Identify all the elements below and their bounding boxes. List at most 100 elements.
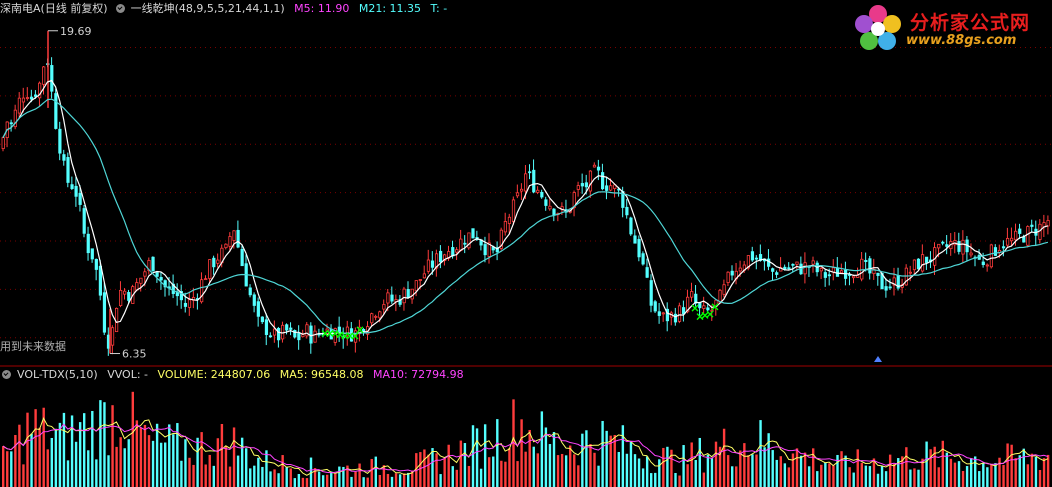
signal-cross-icon [326,330,334,338]
volume-bar [1014,458,1017,487]
signal-cross-icon [321,330,329,338]
candle-body [386,292,390,304]
volume-bar [937,467,940,487]
volume-bar [832,465,835,487]
volume-bar [196,437,199,487]
volume-bar [897,458,900,487]
candle [151,256,155,272]
t-value: T: - [430,2,448,15]
volume-bar [609,435,612,487]
candle-body [438,250,443,263]
candle-body [34,94,38,97]
candle-body [507,216,512,224]
volume-bar [58,422,62,487]
volume-bar [374,456,377,487]
candle-body [370,313,374,324]
candle [212,255,216,275]
volume-bar [95,459,98,487]
volume-bar [135,420,139,487]
candle-body [58,128,62,154]
candle-body [426,259,431,272]
volume-bar [269,471,272,487]
volume-bar [463,443,467,487]
candle-body [1030,224,1034,227]
m5-value: M5: 11.90 [294,2,350,15]
candle [690,282,694,302]
candle-body [945,244,949,247]
signal-cross-icon [341,332,349,340]
candle-body [495,247,499,253]
candle [726,271,730,287]
candle-body [795,261,799,265]
candlesticks[interactable] [1,30,1050,356]
candle-body [552,208,556,216]
volume-bar [66,460,70,487]
candle [734,262,738,285]
candle [42,66,46,95]
candle-body [179,291,183,301]
candle-body [746,255,751,269]
candle [123,288,127,300]
volume-bar [585,430,588,487]
candle-body [722,284,726,295]
volume-bar [370,458,373,487]
indicator-toggle-icon[interactable] [115,4,125,13]
candle-body [236,229,240,248]
volume-bar [718,446,722,487]
candle-body [625,206,629,216]
candle-body [62,154,66,161]
volume-bar [710,458,714,487]
candle-body [925,256,929,263]
volume-bar [245,448,248,487]
volume-bar [641,468,645,487]
candle [746,255,751,271]
volume-bar [564,455,568,487]
candle [102,282,107,336]
volume-indicator-name[interactable]: VOL-TDX(5,10) [17,368,98,381]
candle-body [276,327,281,341]
candle-body [961,239,965,255]
volume-bar [261,466,264,487]
candle-body [309,325,313,344]
volume-bars[interactable] [2,391,1050,487]
candle-body [969,252,973,256]
candle-body [434,253,439,269]
volume-bar [791,453,795,487]
candle-body [657,311,661,316]
candle-body [912,259,917,271]
candle [463,235,467,254]
candle-body [783,266,787,270]
candle-body [410,288,414,300]
candle [139,277,143,292]
candle-body [852,275,856,279]
volume-bar [674,473,677,487]
candle-body [775,272,779,275]
volume-bar [589,444,592,487]
candle-body [248,287,252,296]
candle [532,159,536,194]
candle-body [382,304,386,310]
volume-bar [168,424,171,487]
candle-body [839,270,844,274]
volume-bar [326,474,329,487]
indicator-name[interactable]: 一线乾坤(48,9,5,5,21,44,1,1) [130,2,285,15]
signal-cross-icon [706,310,714,318]
candle [483,236,487,263]
volume-bar [662,447,665,487]
volume-toggle-icon[interactable] [2,370,11,379]
m21-line [2,98,1049,335]
candle [888,278,892,290]
candle-body [155,272,159,277]
volume-bar [42,407,45,487]
volume-bar [978,471,981,487]
candle-body [536,189,540,193]
volume-bar [803,452,807,487]
volume-bar [439,474,442,487]
candle-body [187,299,192,308]
candle-body [305,324,309,337]
stock-name[interactable]: 深南电A(日线 前复权) [0,2,108,15]
candle-body [260,316,265,323]
m5-line [2,79,1049,337]
volume-bar [613,434,616,487]
